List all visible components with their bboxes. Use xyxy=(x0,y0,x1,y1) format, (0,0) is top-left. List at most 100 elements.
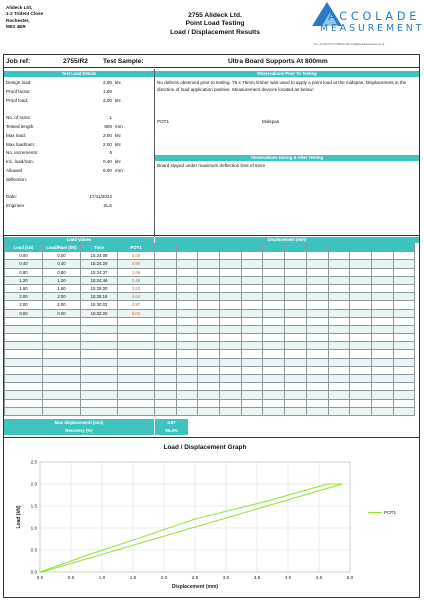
table-row xyxy=(4,357,416,367)
table-cell xyxy=(117,333,155,343)
table-cell xyxy=(370,406,394,416)
plot-area xyxy=(39,461,351,573)
table-cell xyxy=(175,333,199,343)
observations-prior-heading: Observations Prior To Testing xyxy=(155,71,419,77)
table-cell xyxy=(80,357,118,367)
table-cell xyxy=(370,267,394,277)
load-detail-key: Proof load: xyxy=(6,97,29,103)
table-cell xyxy=(197,300,221,310)
table-cell xyxy=(392,341,416,351)
table-cell xyxy=(240,251,264,261)
table-cell xyxy=(197,333,221,343)
table-cell xyxy=(262,267,286,277)
table-cell xyxy=(327,308,351,318)
table-cell xyxy=(262,382,286,392)
load-detail-value: 2.00 xyxy=(103,80,112,85)
table-cell: 1.60 xyxy=(4,283,43,294)
table-cell xyxy=(117,324,155,335)
table-cell xyxy=(175,316,199,326)
table-cell xyxy=(262,341,286,351)
table-cell xyxy=(175,251,199,261)
column-header-empty xyxy=(175,242,199,253)
table-cell xyxy=(175,308,199,318)
chart-legend: POT1 xyxy=(368,510,396,515)
table-cell: 2.00 xyxy=(4,292,43,302)
table-cell xyxy=(117,365,155,376)
table-cell xyxy=(4,316,43,326)
table-cell xyxy=(197,283,221,294)
table-cell xyxy=(197,365,221,376)
table-cell xyxy=(219,349,242,359)
table-cell xyxy=(349,292,372,302)
load-detail-unit: kN xyxy=(115,97,121,103)
table-cell xyxy=(4,390,43,400)
column-header-empty xyxy=(197,242,221,253)
table-cell xyxy=(349,398,372,408)
table-cell xyxy=(392,267,416,277)
column-header-empty xyxy=(154,242,177,253)
table-cell xyxy=(175,357,199,367)
table-cell xyxy=(327,259,351,269)
table-cell xyxy=(349,349,372,359)
table-cell xyxy=(327,316,351,326)
load-detail-value: 1.00 xyxy=(103,88,112,94)
table-cell xyxy=(305,283,329,294)
chart-title: Load / Displacement Graph xyxy=(163,444,247,451)
load-detail-row: Design load: 2.00 kN xyxy=(6,80,151,87)
table-cell xyxy=(349,251,372,261)
table-cell xyxy=(197,275,221,285)
table-cell xyxy=(305,357,329,367)
load-detail-key: Max load/ram: xyxy=(6,141,36,147)
y-tick-label: 0.0 xyxy=(31,570,38,575)
table-cell xyxy=(392,324,416,335)
table-cell xyxy=(349,259,372,269)
table-cell xyxy=(392,357,416,367)
table-cell xyxy=(117,341,155,351)
max-displacement-value: 4.87 xyxy=(155,419,188,427)
table-cell xyxy=(175,275,199,285)
table-cell xyxy=(370,373,394,384)
table-cell xyxy=(117,390,155,400)
table-cell xyxy=(392,300,416,310)
table-cell xyxy=(240,373,264,384)
y-tick-label: 0.5 xyxy=(31,548,38,553)
table-row xyxy=(4,406,416,416)
table-cell xyxy=(392,283,416,294)
table-cell xyxy=(219,283,242,294)
table-cell xyxy=(4,373,43,384)
table-row xyxy=(4,333,416,343)
table-row xyxy=(4,382,416,392)
title-line: Point Load Testing xyxy=(185,20,245,28)
test-load-details-heading: Test Load Details xyxy=(4,71,154,77)
load-detail-unit: kN xyxy=(115,141,121,147)
table-cell xyxy=(305,251,329,261)
table-cell xyxy=(240,292,264,302)
table-cell xyxy=(197,251,221,261)
table-cell xyxy=(219,341,242,351)
table-cell xyxy=(4,406,43,416)
column-header: POT1 xyxy=(117,242,155,253)
load-detail-row xyxy=(6,106,151,113)
table-cell xyxy=(327,373,351,384)
table-cell xyxy=(80,390,118,400)
table-cell xyxy=(305,300,329,310)
table-cell xyxy=(175,349,199,359)
table-cell xyxy=(262,259,286,269)
table-cell xyxy=(370,341,394,351)
table-cell xyxy=(240,283,264,294)
table-cell xyxy=(262,357,286,367)
table-cell xyxy=(305,349,329,359)
table-cell xyxy=(154,390,177,400)
table-row xyxy=(4,390,416,400)
table-cell xyxy=(284,267,307,277)
table-cell xyxy=(284,300,307,310)
table-cell xyxy=(154,324,177,335)
table-cell xyxy=(305,308,329,318)
table-cell: 0.80 xyxy=(42,267,81,277)
table-cell xyxy=(240,357,264,367)
table-cell: 15:25:18 xyxy=(80,292,118,302)
load-detail-row: Tested length: 800 mm xyxy=(6,124,151,131)
table-cell xyxy=(284,324,307,335)
table-cell xyxy=(370,333,394,343)
table-cell: 0.00 xyxy=(42,308,81,318)
